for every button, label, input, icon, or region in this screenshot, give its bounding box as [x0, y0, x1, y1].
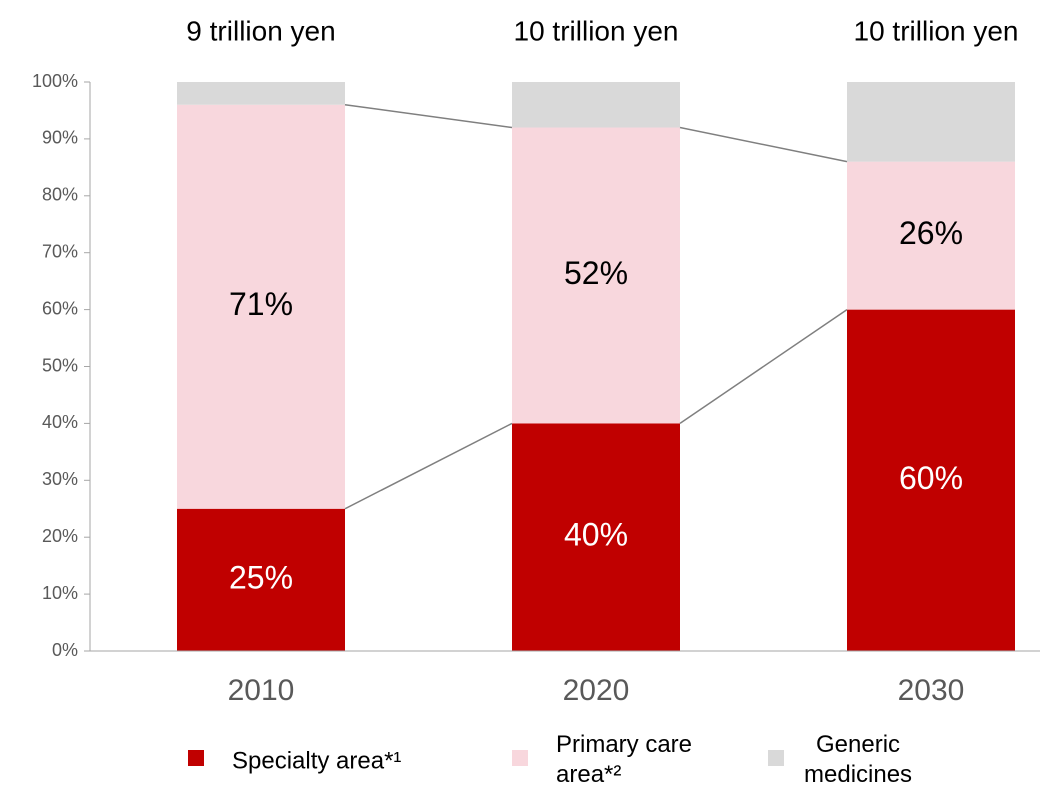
y-tick-label: 40% — [42, 412, 78, 432]
bar-segment — [847, 161, 1015, 310]
y-tick-label: 70% — [42, 241, 78, 261]
legend-swatch — [512, 750, 528, 766]
bar-segment — [177, 508, 345, 651]
legend-swatch — [768, 750, 784, 766]
y-tick-label: 30% — [42, 469, 78, 489]
value-label: 26% — [899, 215, 963, 251]
bar-segment — [512, 423, 680, 651]
legend-label: Generic medicines — [804, 731, 912, 788]
bar-segment — [847, 309, 1015, 651]
legend-label: Specialty area*¹ — [232, 747, 401, 774]
legend-label: Primary care area*² — [556, 731, 692, 788]
bar-segment — [177, 104, 345, 509]
y-tick-label: 50% — [42, 355, 78, 375]
legend-swatch — [188, 750, 204, 766]
value-label: 40% — [564, 517, 628, 553]
bar-segment — [177, 82, 345, 105]
connector-line — [679, 308, 848, 425]
connector-line — [344, 422, 513, 510]
y-tick-label: 10% — [42, 583, 78, 603]
value-label: 52% — [564, 255, 628, 291]
value-label: 60% — [899, 460, 963, 496]
y-tick-label: 0% — [52, 640, 78, 660]
value-label: 25% — [229, 559, 293, 595]
value-label: 71% — [229, 286, 293, 322]
y-tick-label: 60% — [42, 298, 78, 318]
y-tick-label: 20% — [42, 526, 78, 546]
x-tick-label: 2030 — [898, 674, 965, 707]
connector-line — [679, 126, 848, 163]
bar-segment — [512, 127, 680, 424]
total-label: 10 trillion yen — [854, 15, 1019, 46]
total-label: 10 trillion yen — [514, 15, 679, 46]
total-label: 9 trillion yen — [186, 15, 335, 46]
connector-line — [344, 104, 513, 129]
bar-segment — [512, 82, 680, 128]
y-tick-label: 80% — [42, 185, 78, 205]
y-tick-label: 100% — [32, 71, 78, 91]
x-tick-label: 2020 — [563, 674, 630, 707]
y-tick-label: 90% — [42, 128, 78, 148]
x-tick-label: 2010 — [228, 674, 295, 707]
bar-segment — [847, 82, 1015, 162]
